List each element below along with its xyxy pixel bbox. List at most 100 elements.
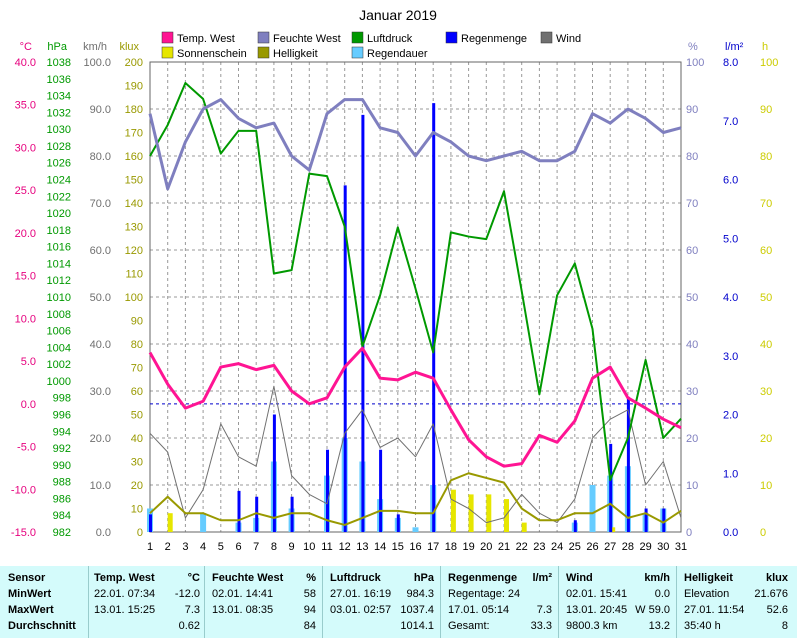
wind-tick-label: 100.0 — [83, 57, 111, 69]
rain-total-val: 33.3 — [530, 620, 552, 632]
x-tick-label: 7 — [253, 541, 259, 553]
rain-bar-17 — [432, 103, 436, 532]
x-tick-label: 27 — [604, 541, 616, 553]
x-tick-label: 18 — [445, 541, 457, 553]
x-tick-label: 3 — [182, 541, 188, 553]
sun-tick-label: 70 — [760, 198, 772, 210]
x-tick-label: 16 — [409, 541, 421, 553]
stats-header-rain: Regenmenge — [448, 572, 518, 584]
stats-unit-wind: km/h — [644, 572, 670, 584]
bright-max-time: 27.01. 11:54 — [684, 604, 745, 616]
grid — [149, 61, 682, 533]
rain-tick-label: 5.0 — [723, 233, 738, 245]
sun-bar-18 — [450, 489, 456, 532]
elevation-val: 21.676 — [754, 588, 788, 600]
hum-tick-label: 80 — [686, 151, 698, 163]
legend-swatch-hum — [257, 31, 270, 44]
axes: 40.0 35.0 30.0 25.0 20.0 15.0 10.0 5.0 0.0 -5.0 -1… — [11, 57, 778, 539]
rain-bar-27 — [609, 443, 613, 532]
rain-bar-7 — [255, 496, 259, 532]
legend-label-bright: Helligkeit — [273, 48, 318, 60]
bright-tick-label: 140 — [125, 198, 143, 210]
sun-tick-label: 80 — [760, 151, 772, 163]
stats-unit-bright: klux — [765, 572, 788, 584]
wind-max-time: 13.01. 20:45 — [566, 604, 628, 616]
x-tick-label: 1 — [147, 541, 153, 553]
x-tick-label: 23 — [533, 541, 545, 553]
wind-tick-label: 90.0 — [90, 104, 111, 116]
stats-unit-hum: % — [306, 572, 316, 584]
bright-tick-label: 190 — [125, 81, 143, 93]
press-tick-label: 1002 — [47, 359, 71, 371]
press-tick-label: 1026 — [47, 158, 71, 170]
x-tick-label: 9 — [289, 541, 295, 553]
x-tick-label: 24 — [551, 541, 563, 553]
temp-tick-label: 20.0 — [15, 228, 36, 240]
sun-unit-label: h — [762, 41, 768, 53]
press-tick-label: 998 — [53, 393, 71, 405]
sun-tick-label: 90 — [760, 104, 772, 116]
wind-tick-label: 50.0 — [90, 292, 111, 304]
temp-tick-label: 0.0 — [21, 399, 36, 411]
temp-min-val: -12.0 — [174, 588, 200, 600]
x-tick-label: 20 — [480, 541, 492, 553]
x-tick-label: 6 — [235, 541, 241, 553]
hum-tick-label: 0 — [686, 527, 692, 539]
temp-tick-label: 25.0 — [15, 185, 36, 197]
rain-bar-28 — [626, 396, 630, 532]
sun-val: 8 — [781, 620, 788, 632]
press-tick-label: 1016 — [47, 242, 71, 254]
x-tick-label: 8 — [271, 541, 277, 553]
hum-min-time: 02.01. 14:41 — [212, 588, 274, 600]
wind-tick-label: 10.0 — [90, 480, 111, 492]
wind-min-val: 0.0 — [654, 588, 670, 600]
rain-tick-label: 6.0 — [723, 175, 738, 187]
rain-tick-label: 7.0 — [723, 116, 738, 128]
rain-bar-14 — [379, 449, 383, 532]
x-tick-label: 17 — [427, 541, 439, 553]
stats-header-temp: Temp. West — [94, 572, 155, 584]
rain-tick-label: 2.0 — [723, 410, 738, 422]
hum-line — [148, 98, 682, 191]
legend-swatch-wind — [540, 31, 553, 44]
stats-sensor-col: Sensor MinWert MaxWert Durchschnitt — [0, 566, 88, 638]
wind-tick-label: 20.0 — [90, 433, 111, 445]
wind-line — [149, 385, 682, 524]
press-max-val: 1037.4 — [400, 604, 434, 616]
press-tick-label: 1000 — [47, 376, 71, 388]
temp-tick-label: -10.0 — [11, 484, 36, 496]
sun-tick-label: 20 — [760, 433, 772, 445]
sun-bar-22 — [521, 522, 527, 532]
bright-tick-label: 130 — [125, 222, 143, 234]
row-label-min: MinWert — [8, 588, 52, 600]
x-tick-label: 22 — [516, 541, 528, 553]
bright-tick-label: 90 — [131, 316, 143, 328]
x-tick-label: 29 — [639, 541, 651, 553]
stats-header-wind: Wind — [566, 572, 593, 584]
bright-tick-label: 40 — [131, 433, 143, 445]
rain-bar-9 — [290, 496, 294, 532]
rain-max-val: 7.3 — [536, 604, 552, 616]
hum-tick-label: 30 — [686, 386, 698, 398]
sun-tick-label: 100 — [760, 57, 778, 69]
statistics-table: Sensor MinWert MaxWert Durchschnitt Temp… — [0, 566, 797, 638]
stats-press-col: Luftdruck hPa 27.01. 16:19 984.3 03.01. … — [323, 566, 440, 638]
stats-header-press: Luftdruck — [330, 572, 381, 584]
temp-tick-label: 5.0 — [21, 356, 36, 368]
stats-header-bright: Helligkeit — [684, 572, 733, 584]
hum-tick-label: 100 — [686, 57, 704, 69]
legend-swatch-temp — [161, 31, 174, 44]
press-tick-label: 994 — [53, 426, 71, 438]
wind-tick-label: 60.0 — [90, 245, 111, 257]
legend-swatch-bright — [257, 46, 270, 59]
press-tick-label: 1008 — [47, 309, 71, 321]
bright-tick-label: 50 — [131, 410, 143, 422]
press-tick-label: 988 — [53, 477, 71, 489]
x-tick-label: 2 — [165, 541, 171, 553]
temp-unit-label: °C — [20, 41, 32, 53]
legend-label-wind: Wind — [556, 33, 581, 45]
press-tick-label: 984 — [53, 510, 71, 522]
press-tick-label: 996 — [53, 410, 71, 422]
axis-unit-labels: °C hPa km/h klux% l/m² h — [20, 41, 768, 53]
hum-tick-label: 50 — [686, 292, 698, 304]
